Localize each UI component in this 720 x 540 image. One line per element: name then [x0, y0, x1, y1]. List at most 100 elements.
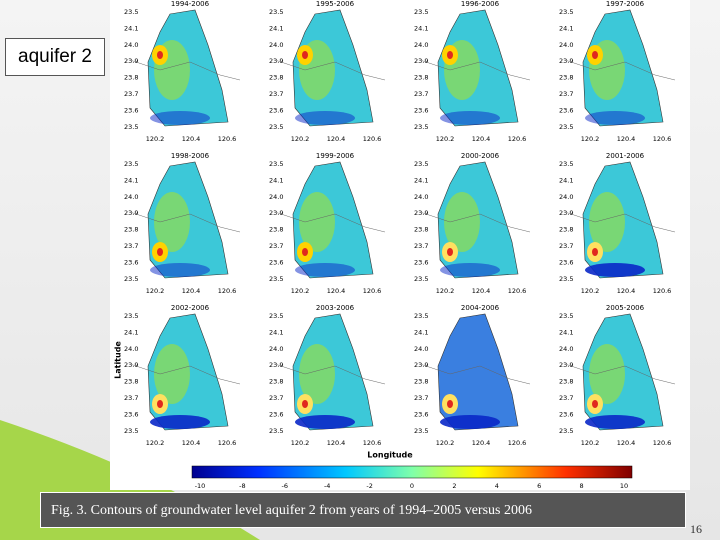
- lon-tick-label: 120.2: [291, 135, 310, 143]
- colorbar: [191, 465, 633, 479]
- lon-tick-label: 120.2: [146, 439, 165, 447]
- lon-tick-label: 120.6: [508, 287, 527, 295]
- contour-region: [440, 263, 500, 277]
- map-panel: 2005-2006 23.5 24.1 24.0 23.9 23.8 23.7 23.6 23.…: [559, 304, 676, 447]
- map-area: [437, 313, 519, 431]
- colorbar-tick-label: 6: [537, 482, 541, 490]
- contour-region: [157, 51, 163, 59]
- lat-tick-label: 23.7: [414, 394, 428, 402]
- contour-region: [440, 111, 500, 125]
- colorbar-tick-label: -6: [282, 482, 288, 490]
- lat-tick-label: 23.9: [269, 57, 283, 65]
- panel-title: 2000-2006: [461, 152, 500, 160]
- lon-tick-label: 120.2: [291, 287, 310, 295]
- lat-tick-label: 23.6: [124, 258, 138, 266]
- lon-tick-label: 120.4: [182, 287, 201, 295]
- lat-tick-label: 23.6: [414, 258, 428, 266]
- lat-tick-label: 24.1: [414, 328, 428, 336]
- contour-region: [592, 51, 598, 59]
- map-panel: 2002-2006 23.5 24.1 24.0 23.9 23.8 23.7 23.6 23.…: [124, 304, 241, 447]
- lat-tick-label: 24.0: [559, 345, 573, 353]
- lat-tick-label: 23.5: [414, 8, 428, 16]
- lat-tick-label: 23.8: [414, 226, 428, 234]
- page-number: 16: [690, 522, 702, 536]
- contour-region: [302, 400, 308, 408]
- lat-tick-label: 23.9: [124, 209, 138, 217]
- lat-tick-label: 24.0: [414, 345, 428, 353]
- lat-tick-label: 24.0: [124, 193, 138, 201]
- panel-title: 1996-2006: [461, 0, 500, 8]
- lat-tick-label: 23.7: [559, 242, 573, 250]
- lat-tick-label: 23.9: [559, 209, 573, 217]
- colorbar-tick-label: -2: [366, 482, 372, 490]
- lat-tick-label: 24.0: [414, 41, 428, 49]
- lat-tick-label: 23.5: [414, 427, 428, 435]
- lat-tick-label: 23.6: [124, 410, 138, 418]
- lat-tick-label: 24.1: [414, 176, 428, 184]
- contour-region: [299, 344, 335, 404]
- lat-tick-label: 23.8: [414, 74, 428, 82]
- lat-tick-label: 23.8: [124, 226, 138, 234]
- lon-tick-label: 120.2: [436, 135, 455, 143]
- lon-tick-label: 120.6: [508, 135, 527, 143]
- lat-tick-label: 23.8: [559, 378, 573, 386]
- lon-tick-label: 120.6: [363, 439, 382, 447]
- lat-tick-label: 23.7: [414, 242, 428, 250]
- lat-tick-label: 23.9: [269, 361, 283, 369]
- lon-tick-label: 120.2: [146, 135, 165, 143]
- lat-tick-label: 23.5: [269, 160, 283, 168]
- map-panel: 2004-2006 23.5 24.1 24.0 23.9 23.8 23.7 23.6 23.…: [414, 304, 531, 447]
- lat-tick-label: 23.5: [124, 8, 138, 16]
- lon-tick-label: 120.4: [617, 287, 636, 295]
- colorbar-tick-label: 2: [452, 482, 456, 490]
- lon-tick-label: 120.4: [472, 287, 491, 295]
- lat-tick-label: 23.7: [269, 242, 283, 250]
- contour-region: [592, 400, 598, 408]
- contour-region: [592, 248, 598, 256]
- lat-tick-label: 24.1: [124, 176, 138, 184]
- lat-tick-label: 23.6: [124, 106, 138, 114]
- contour-region: [154, 192, 190, 252]
- lat-tick-label: 23.9: [414, 57, 428, 65]
- lon-tick-label: 120.2: [581, 135, 600, 143]
- colorbar-tick-label: 0: [410, 482, 414, 490]
- lat-tick-label: 23.6: [414, 410, 428, 418]
- lat-tick-label: 24.1: [124, 328, 138, 336]
- boundary-line: [129, 363, 241, 385]
- lon-tick-label: 120.4: [182, 135, 201, 143]
- contour-region: [157, 400, 163, 408]
- lat-tick-label: 23.5: [269, 8, 283, 16]
- map-panel: 1999-2006 23.5 24.1 24.0 23.9 23.8 23.7 23.6 23.…: [269, 152, 386, 295]
- lat-tick-label: 23.7: [414, 90, 428, 98]
- contour-region: [444, 192, 480, 252]
- contour-region: [585, 111, 645, 125]
- lat-tick-label: 23.8: [559, 226, 573, 234]
- boundary-line: [274, 363, 386, 385]
- lat-tick-label: 23.6: [559, 258, 573, 266]
- contour-region: [447, 51, 453, 59]
- lon-tick-label: 120.6: [653, 135, 672, 143]
- lat-tick-label: 24.0: [269, 193, 283, 201]
- panel-title: 1998-2006: [171, 152, 210, 160]
- lat-tick-label: 24.1: [559, 328, 573, 336]
- lat-tick-label: 23.9: [414, 361, 428, 369]
- lat-tick-label: 24.0: [414, 193, 428, 201]
- lon-tick-label: 120.6: [363, 287, 382, 295]
- lon-tick-label: 120.6: [653, 439, 672, 447]
- boundary-line: [564, 211, 676, 233]
- colorbar-tick-label: -4: [324, 482, 330, 490]
- contour-region: [150, 415, 210, 429]
- lat-tick-label: 23.9: [124, 57, 138, 65]
- lat-tick-label: 23.6: [269, 258, 283, 266]
- map-panel: 1996-2006 23.5 24.1 24.0 23.9 23.8 23.7 23.6 23.…: [414, 0, 531, 143]
- lat-tick-label: 23.6: [269, 106, 283, 114]
- lat-tick-label: 23.6: [269, 410, 283, 418]
- contour-region: [157, 248, 163, 256]
- lat-tick-label: 23.5: [559, 160, 573, 168]
- panel-title: 2004-2006: [461, 304, 500, 312]
- colorbar-tick-label: -8: [239, 482, 245, 490]
- lon-tick-label: 120.4: [327, 287, 346, 295]
- lat-tick-label: 24.0: [559, 193, 573, 201]
- lat-tick-label: 24.1: [269, 24, 283, 32]
- lat-tick-label: 23.5: [559, 275, 573, 283]
